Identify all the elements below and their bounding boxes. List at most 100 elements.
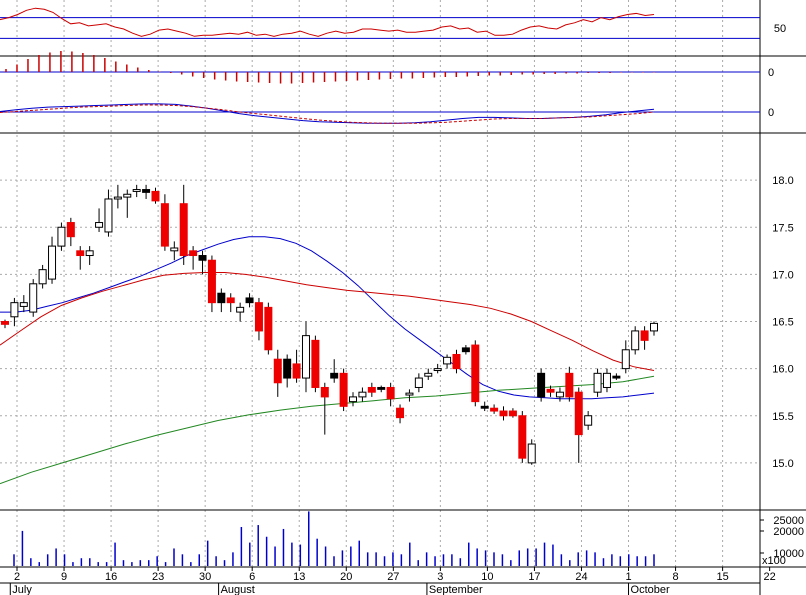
- macd-panel: 0: [0, 103, 774, 124]
- candle-body: [66, 222, 75, 238]
- x-day-label: 30: [199, 571, 211, 583]
- candle-body: [179, 203, 188, 257]
- candle-body: [555, 391, 564, 398]
- candle-body: [621, 349, 630, 370]
- candle-body: [461, 347, 470, 353]
- price-tick-label: 17.5: [772, 222, 793, 234]
- candle-body: [349, 396, 358, 403]
- x-day-label: 13: [293, 571, 305, 583]
- candle-body: [236, 306, 245, 313]
- candle-body: [377, 386, 386, 390]
- candle-body: [132, 189, 141, 192]
- candle-body: [38, 269, 47, 285]
- candle-body: [292, 363, 301, 379]
- oscillator-line: [0, 7, 655, 37]
- candle-body: [10, 302, 19, 318]
- x-month-label: October: [631, 584, 670, 595]
- x-day-label: 1: [625, 571, 631, 583]
- candle-body: [264, 306, 273, 351]
- moving-average-line: [0, 236, 655, 400]
- price-tick-label: 16.0: [772, 364, 793, 376]
- candle-body: [217, 292, 226, 304]
- candle-body: [104, 198, 113, 233]
- candle-body: [631, 330, 640, 351]
- candle-body: [48, 245, 57, 280]
- candle-body: [160, 203, 169, 247]
- x-month-label: July: [12, 584, 32, 595]
- candle-body: [142, 189, 151, 193]
- candle-body: [443, 356, 452, 365]
- candle-body: [612, 375, 621, 379]
- candle-body: [396, 407, 405, 419]
- x-month-label: August: [221, 584, 255, 595]
- candle-body: [1, 321, 9, 325]
- candle-body: [471, 344, 480, 403]
- axes: 2 9 16 23 30 6 13 20 27 3 10 17 24 1 8 15 22 July August Se…: [0, 567, 776, 595]
- x-day-label: 8: [672, 571, 678, 583]
- x-day-label: 20: [340, 571, 352, 583]
- x-day-label: 24: [575, 571, 587, 583]
- moving-average-line: [0, 272, 655, 371]
- x-day-label: 6: [249, 571, 255, 583]
- candle-body: [358, 391, 367, 398]
- candle-body: [433, 368, 442, 372]
- candle-body: [311, 339, 320, 388]
- price-tick-label: 16.5: [772, 317, 793, 329]
- candle-body: [424, 372, 433, 377]
- volume-tick-label: 10000: [773, 548, 804, 560]
- candle-body: [490, 407, 499, 412]
- candle-body: [198, 255, 207, 261]
- price-panel: 18.0 17.5 17.0 16.5 16.0 15.5 15.0: [0, 175, 794, 485]
- candle-body: [189, 250, 198, 257]
- oscillator-tick-label: 50: [774, 23, 786, 35]
- price-tick-label: 15.0: [772, 458, 793, 470]
- grid: [0, 0, 760, 567]
- candle-body: [367, 386, 376, 393]
- candle-body: [650, 322, 658, 332]
- x-day-label: 10: [481, 571, 493, 583]
- candle-body: [85, 250, 94, 257]
- candle-body: [226, 297, 235, 304]
- volume-tick-label: 20000: [773, 526, 804, 538]
- price-tick-label: 18.0: [772, 175, 793, 187]
- candle-body: [640, 330, 649, 341]
- candle-body: [57, 226, 66, 247]
- candle-body: [207, 259, 216, 304]
- candle-body: [330, 372, 339, 379]
- macd-signal-line: [0, 104, 655, 124]
- histogram-tick-label: 0: [768, 67, 774, 79]
- candle-body: [19, 302, 28, 307]
- candle-body: [245, 297, 254, 304]
- candle-body: [565, 372, 574, 398]
- x-month-label: September: [429, 584, 483, 595]
- candle-body: [593, 372, 602, 393]
- candle-body: [527, 443, 536, 464]
- x-day-label: 17: [528, 571, 540, 583]
- candle-body: [29, 283, 38, 313]
- x-day-label: 2: [14, 571, 20, 583]
- x-day-label: 9: [61, 571, 67, 583]
- candle-body: [95, 222, 104, 228]
- volume-scale-label: x100: [762, 555, 786, 567]
- candle-body: [452, 353, 461, 370]
- candle-body: [546, 388, 555, 393]
- x-day-label: 23: [152, 571, 164, 583]
- candle-body: [254, 302, 263, 332]
- candle-body: [602, 372, 611, 388]
- candle-body: [113, 196, 122, 200]
- x-day-label: 3: [437, 571, 443, 583]
- x-day-label: 16: [105, 571, 117, 583]
- x-day-label: 22: [764, 571, 776, 583]
- candle-body: [574, 391, 583, 436]
- histogram-panel: 0: [0, 51, 774, 84]
- candle-body: [518, 415, 527, 459]
- candle-body: [414, 377, 423, 388]
- candle-body: [151, 190, 160, 202]
- candle-body: [273, 358, 282, 384]
- candle-body: [537, 372, 546, 398]
- candle-body: [386, 386, 395, 400]
- candle-body: [339, 372, 348, 407]
- candle-body: [480, 405, 489, 409]
